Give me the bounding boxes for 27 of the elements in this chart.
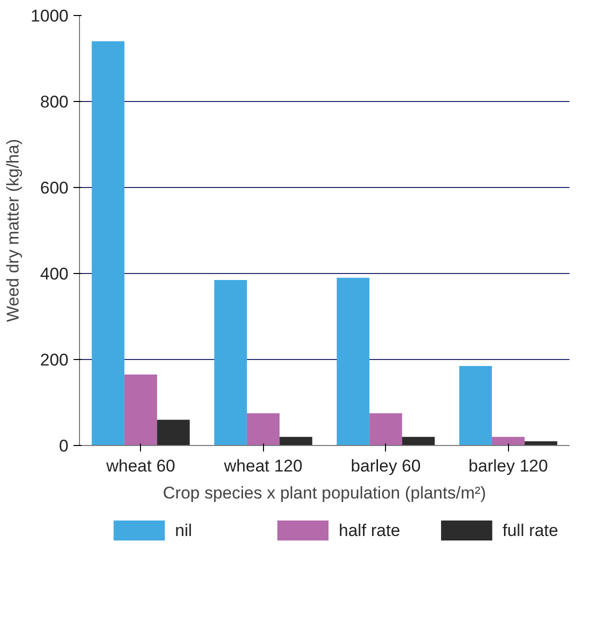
legend-label: full rate	[502, 521, 558, 540]
bar	[402, 436, 435, 446]
y-tick-label: 800	[40, 92, 69, 112]
bar	[336, 278, 370, 446]
bar	[246, 413, 280, 446]
bar	[459, 366, 492, 446]
bar	[280, 436, 312, 446]
bar	[124, 374, 158, 446]
bar	[492, 436, 525, 446]
x-tick-label: wheat 60	[105, 456, 176, 476]
y-axis-title: Weed dry matter (kg/ha)	[4, 139, 23, 322]
bar	[369, 413, 402, 446]
bar	[157, 420, 190, 446]
bar	[524, 441, 558, 446]
legend-label: nil	[175, 521, 192, 540]
y-tick-label: 0	[59, 436, 69, 456]
x-tick-label: barley 120	[468, 456, 548, 476]
y-tick-label: 400	[40, 264, 69, 284]
legend-label: half rate	[338, 521, 400, 540]
y-tick-label: 600	[40, 178, 69, 198]
bar	[92, 41, 124, 446]
x-tick-label: barley 60	[350, 456, 421, 476]
x-tick-label: wheat 120	[223, 456, 302, 476]
y-tick-label: 1000	[30, 6, 69, 26]
x-axis-title: Crop species x plant population (plants/m²)	[162, 484, 486, 502]
y-tick-label: 200	[40, 350, 69, 370]
bar	[214, 280, 247, 446]
